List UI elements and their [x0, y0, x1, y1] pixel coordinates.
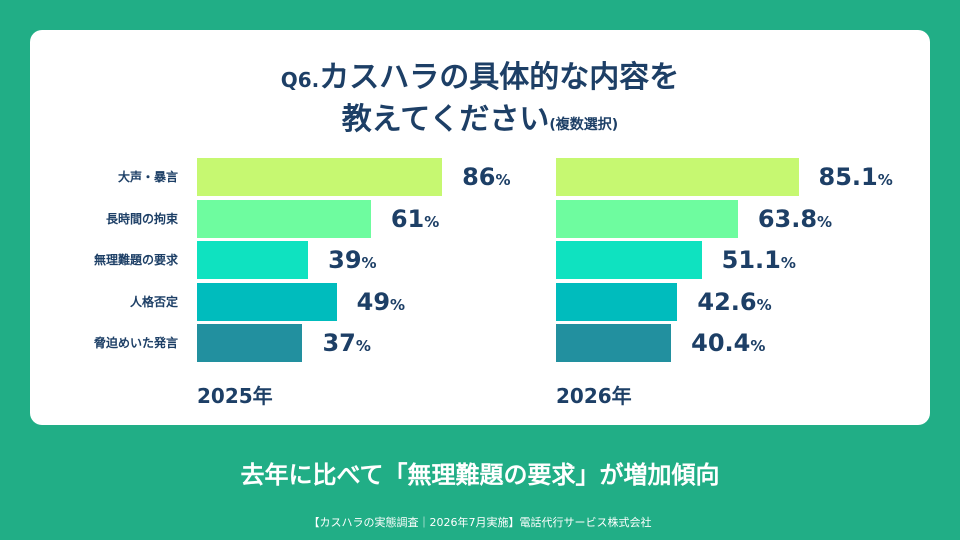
value-number: 40.4 [691, 329, 751, 357]
title-line-2: 教えてください [341, 102, 550, 137]
value-label: 86% [462, 158, 510, 199]
chart-title: Q6.カスハラの具体的な内容を 教えてください(複数選択) [0, 58, 960, 145]
value-unit: % [750, 337, 766, 355]
bar [556, 241, 702, 279]
question-number: Q6. [280, 68, 320, 92]
category-label: 大声・暴言 [117, 170, 178, 184]
value-unit: % [780, 254, 796, 272]
value-number: 42.6 [697, 287, 757, 316]
value-label: 49% [357, 283, 405, 324]
bar [197, 199, 371, 238]
value-number: 39 [328, 246, 362, 274]
value-number: 86 [462, 163, 496, 191]
bar [197, 158, 443, 196]
value-label: 40.4% [691, 324, 765, 365]
value-label: 37% [322, 324, 370, 365]
footer-credit: 【カスハラの実態調査｜2026年7月実施】電話代行サービス株式会社 [308, 516, 652, 529]
value-number: 51.1 [721, 246, 781, 274]
category-label: 人格否定 [129, 294, 178, 309]
bar [556, 199, 738, 238]
title-line-1: カスハラの具体的な内容を [319, 60, 680, 95]
chart-card [30, 30, 930, 425]
bar [556, 158, 799, 196]
value-unit: % [817, 212, 833, 231]
value-label: 51.1% [722, 241, 796, 282]
category-label: 無理難題の要求 [93, 253, 178, 267]
bar [197, 241, 309, 279]
value-unit: % [390, 295, 406, 314]
title-note: (複数選択) [549, 117, 619, 133]
value-unit: % [424, 212, 440, 231]
value-label: 61% [391, 200, 439, 241]
value-number: 61 [390, 204, 425, 233]
value-unit: % [877, 171, 893, 189]
bar [556, 282, 678, 321]
bar [197, 282, 337, 321]
bar [197, 324, 303, 362]
bar [556, 324, 672, 362]
value-number: 85.1 [818, 163, 878, 191]
value-number: 49 [356, 287, 391, 316]
category-label: 脅迫めいた発言 [93, 336, 178, 350]
category-label: 長時間の拘束 [105, 211, 178, 226]
value-label: 42.6% [697, 283, 771, 324]
value-label: 85.1% [819, 158, 893, 199]
value-label: 63.8% [758, 200, 832, 241]
value-unit: % [756, 295, 772, 314]
value-unit: % [361, 254, 377, 272]
year-label: 2026年 [556, 384, 632, 408]
value-unit: % [355, 337, 371, 355]
summary-text: 去年に比べて「無理難題の要求」が増加傾向 [240, 461, 720, 489]
value-number: 37 [322, 329, 356, 357]
year-label: 2025年 [197, 384, 273, 408]
value-number: 63.8 [757, 204, 818, 233]
value-label: 39% [328, 241, 376, 282]
value-unit: % [495, 171, 511, 189]
